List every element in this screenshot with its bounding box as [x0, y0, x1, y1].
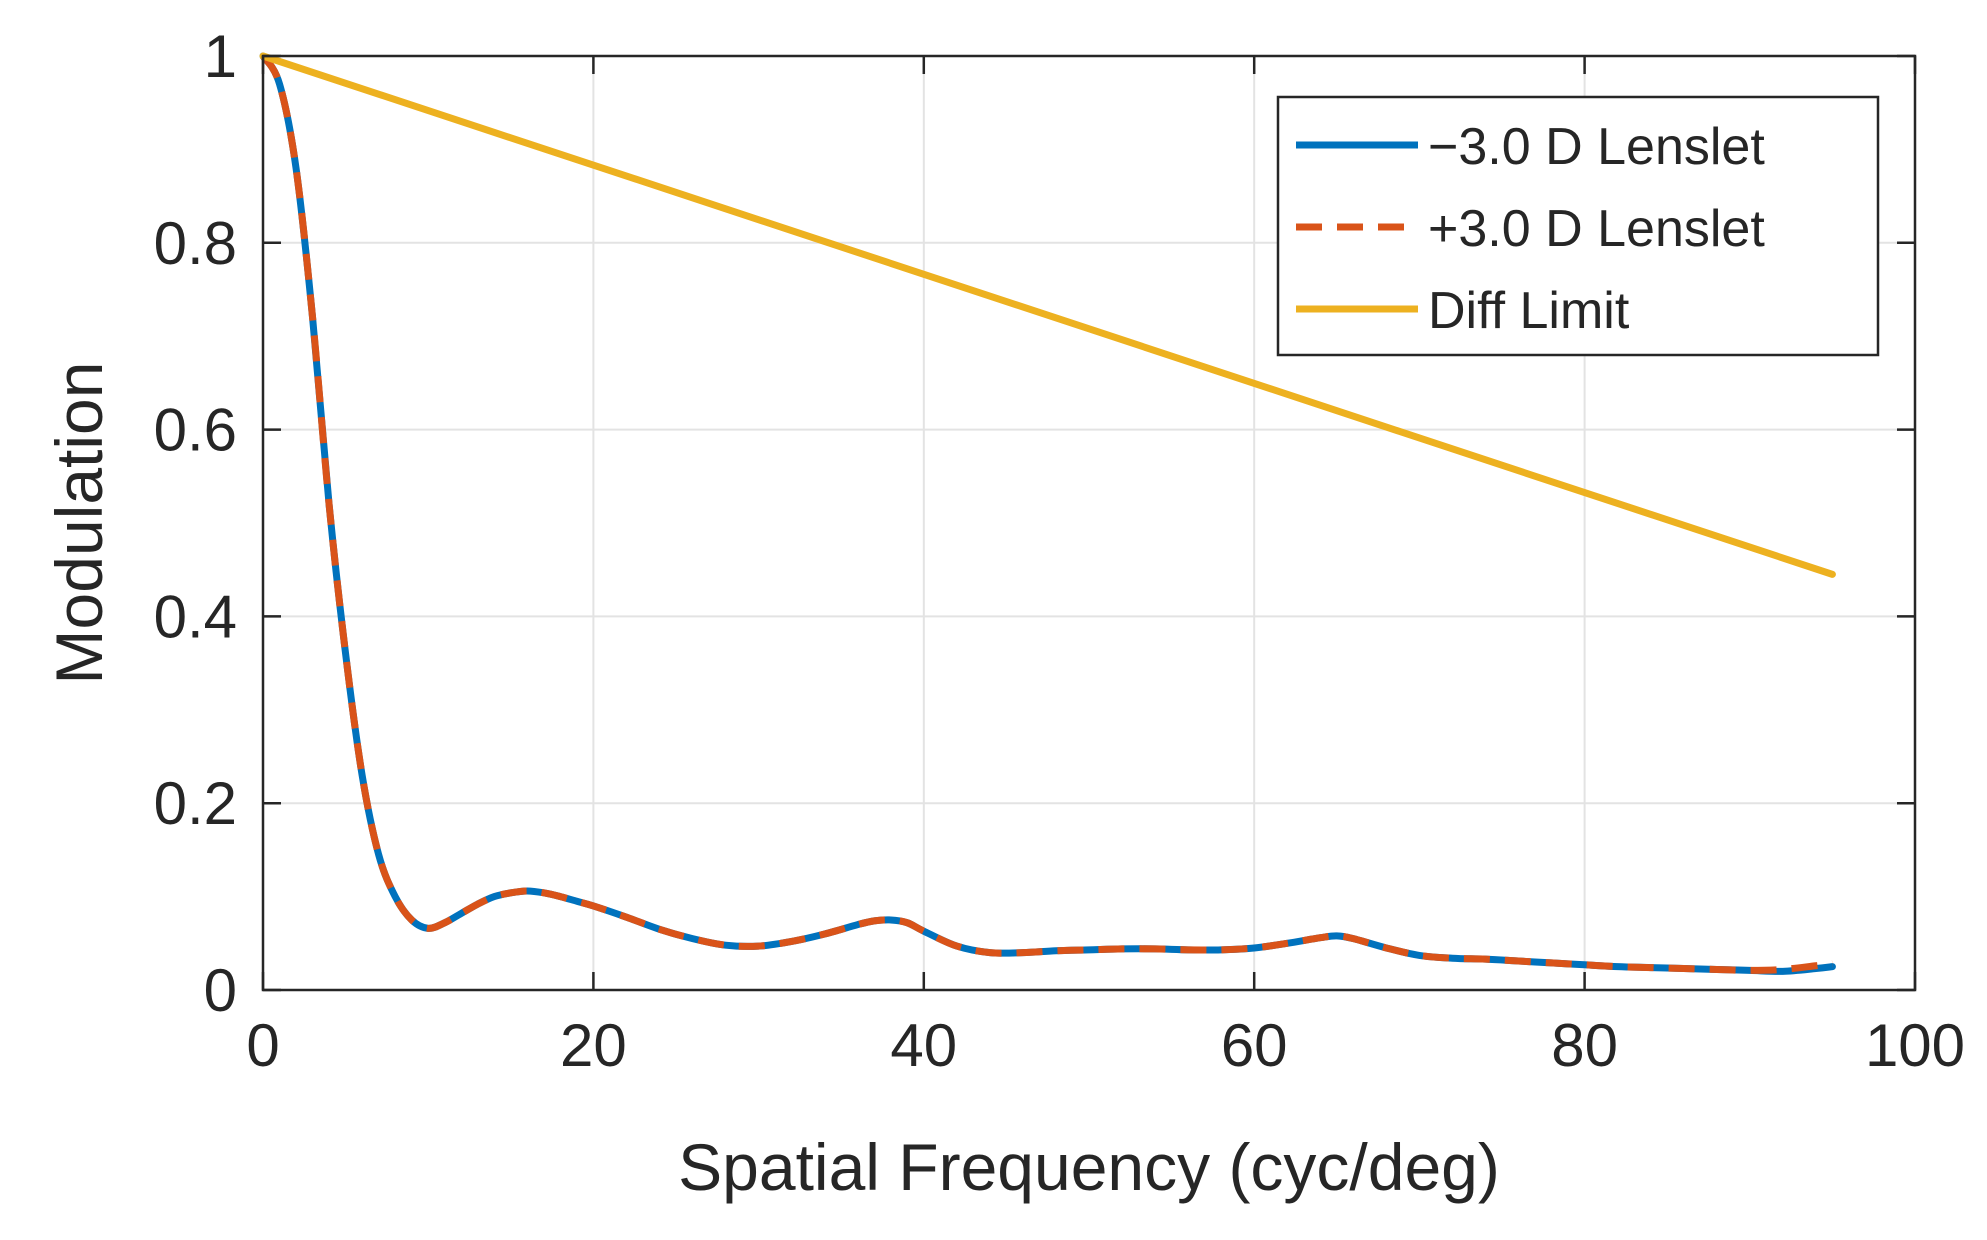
- x-tick-label: 0: [246, 1012, 279, 1079]
- series-layer: [259, 52, 1836, 975]
- y-tick-label: 0.6: [154, 397, 237, 464]
- legend-items: −3.0 D Lenslet +3.0 D Lenslet Diff Limit: [1296, 118, 1765, 340]
- x-tick-label: 20: [560, 1012, 627, 1079]
- axes-box: [261, 54, 1917, 992]
- ticks-layer: [261, 54, 1917, 992]
- y-tick-label: 0: [204, 957, 237, 1024]
- legend-item-diff-limit: Diff Limit: [1296, 282, 1630, 340]
- series-line-3-0-d-lenslet: [259, 53, 1833, 974]
- tick-label-layer: 0 20 40 60 80 100 0 0.2 0.4 0.6 0.8 1: [154, 23, 1965, 1079]
- legend-item-3-0-d-lenslet: +3.0 D Lenslet: [1296, 200, 1765, 258]
- y-tick-label: 1: [204, 23, 237, 90]
- y-tick-label: 0.4: [154, 583, 237, 650]
- y-axis-title: Modulation: [42, 362, 116, 685]
- legend: −3.0 D Lenslet +3.0 D Lenslet Diff Limit: [1276, 95, 1880, 357]
- x-axis-title: Spatial Frequency (cyc/deg): [678, 1130, 1500, 1204]
- legend-label: +3.0 D Lenslet: [1428, 200, 1765, 258]
- series-line-diff-limit: [259, 52, 1836, 578]
- y-tick-label: 0.2: [154, 770, 237, 837]
- y-tick-label: 0.8: [154, 210, 237, 277]
- legend-label: Diff Limit: [1428, 282, 1630, 340]
- x-tick-label: 60: [1221, 1012, 1288, 1079]
- x-tick-label: 100: [1865, 1012, 1965, 1079]
- x-tick-label: 80: [1551, 1012, 1618, 1079]
- legend-item-3-0-d-lenslet: −3.0 D Lenslet: [1296, 118, 1765, 176]
- legend-label: −3.0 D Lenslet: [1428, 118, 1765, 176]
- x-tick-label: 40: [890, 1012, 957, 1079]
